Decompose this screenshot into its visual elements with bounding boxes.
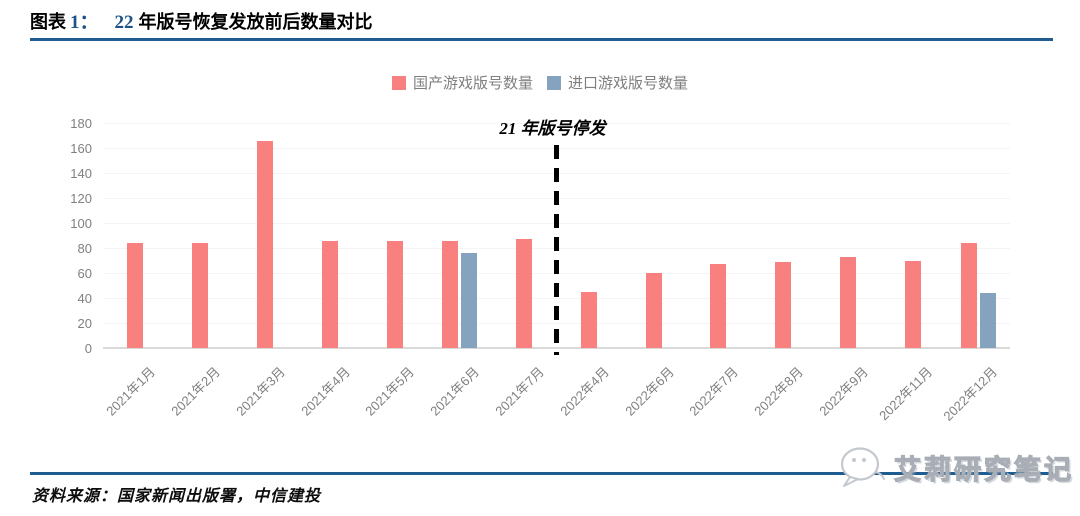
x-axis-label-2022年4月: 2022年4月	[557, 364, 612, 419]
y-axis-tick-label: 160	[70, 140, 92, 156]
legend-item-domestic: 国产游戏版号数量	[391, 72, 533, 93]
chart-legend: 国产游戏版号数量 进口游戏版号数量	[0, 72, 1080, 93]
x-axis-label-2022年7月: 2022年7月	[686, 364, 742, 419]
figure-label: 图表	[30, 12, 66, 32]
freeze-annotation: 21 年版号停发	[499, 119, 606, 138]
footer-rule	[30, 472, 1053, 475]
x-axis-label-2021年5月: 2021年5月	[362, 364, 418, 419]
figure-title: 图表 1： 22 年版号恢复发放前后数量对比	[30, 7, 373, 34]
bar-domestic-2021年3月	[256, 140, 273, 348]
y-axis-tick-label: 120	[70, 190, 92, 206]
y-axis-tick-label: 140	[70, 165, 92, 181]
watermark: 艾莉研究笔记	[836, 444, 1074, 490]
bar-domestic-2022年9月	[840, 256, 857, 348]
y-axis-tick-label: 20	[77, 315, 92, 331]
source-note: 资料来源：国家新闻出版署，中信建投	[32, 488, 322, 505]
bar-domestic-2022年6月	[645, 273, 662, 348]
y-axis-tick-label: 180	[70, 115, 92, 131]
x-axis-label-2021年7月: 2021年7月	[492, 364, 547, 419]
x-axis-label-2021年3月: 2021年3月	[233, 364, 288, 419]
y-axis: 0 20 40 60 80 100 120 140 160 180	[47, 116, 92, 356]
x-axis-label-2021年4月: 2021年4月	[297, 364, 353, 419]
x-axis-label-2021年2月: 2021年2月	[168, 364, 223, 419]
gridline	[103, 123, 1010, 124]
bar-domestic-2022年4月	[580, 291, 597, 348]
legend-item-imported: 进口游戏版号数量	[547, 72, 688, 93]
x-axis-label-2021年1月: 2021年1月	[103, 364, 159, 419]
y-axis-tick-label: 40	[77, 290, 92, 306]
bar-domestic-2021年1月	[127, 243, 144, 348]
x-axis-label-2022年8月: 2022年8月	[751, 364, 806, 419]
watermark-text: 艾莉研究笔记	[893, 454, 1074, 485]
figure-number: 1：	[70, 12, 99, 33]
plot-area: 21 年版号停发	[103, 119, 1010, 355]
legend-label-imported: 进口游戏版号数量	[568, 75, 689, 92]
figure-title-year: 22	[114, 12, 134, 33]
bar-domestic-2021年2月	[192, 243, 209, 348]
x-axis-label-2022年6月: 2022年6月	[621, 364, 677, 419]
bar-domestic-2021年6月	[442, 240, 459, 348]
bar-domestic-2021年5月	[386, 240, 403, 348]
x-axis-label-2022年9月: 2022年9月	[816, 364, 871, 419]
x-axis-label-2022年12月: 2022年12月	[940, 364, 1001, 424]
bar-domestic-2022年12月	[960, 243, 977, 348]
x-axis-label-2022年11月: 2022年11月	[876, 364, 936, 424]
legend-label-domestic: 国产游戏版号数量	[412, 75, 533, 92]
bar-domestic-2021年4月	[321, 240, 338, 348]
y-axis-tick-label: 100	[70, 215, 92, 231]
figure-title-text: 年版号恢复发放前后数量对比	[138, 12, 373, 32]
y-axis-tick-label: 0	[84, 340, 92, 356]
title-underline-rule	[30, 38, 1053, 41]
legend-swatch-domestic	[391, 75, 406, 90]
wechat-chat-bubble-icon	[840, 447, 885, 487]
bar-imported-2022年12月	[979, 293, 996, 348]
bar-imported-2021年6月	[461, 253, 478, 348]
license-freeze-dashed-line	[554, 145, 559, 355]
bar-domestic-2022年8月	[775, 261, 792, 348]
bar-domestic-2021年7月	[516, 239, 533, 348]
x-axis-label-2021年6月: 2021年6月	[427, 364, 483, 419]
bar-domestic-2022年7月	[710, 264, 727, 348]
y-axis-tick-label: 60	[77, 265, 92, 281]
legend-swatch-imported	[547, 75, 561, 90]
y-axis-tick-label: 80	[77, 240, 92, 256]
bar-domestic-2022年11月	[904, 260, 921, 348]
